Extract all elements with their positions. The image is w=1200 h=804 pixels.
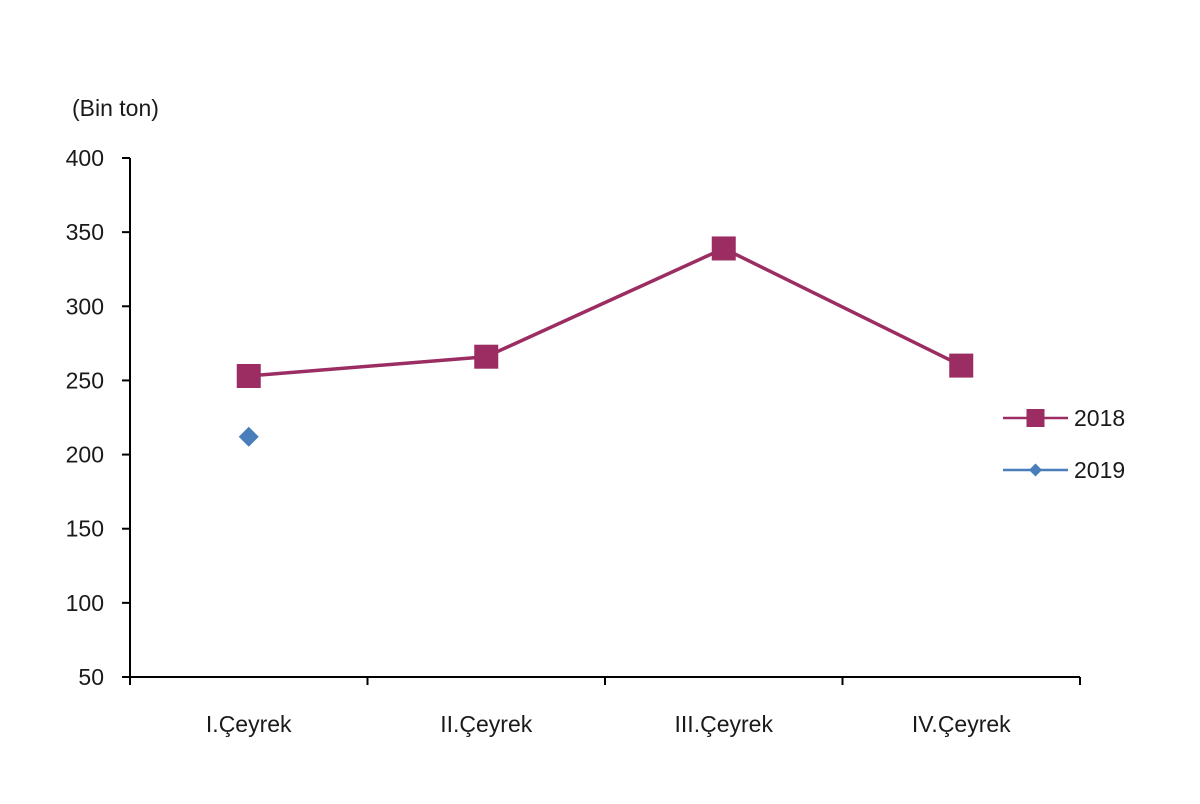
x-tick-label: III.Çeyrek bbox=[675, 711, 774, 737]
legend-item: 2019 bbox=[1003, 457, 1125, 483]
y-tick-label: 150 bbox=[66, 516, 104, 542]
x-tick-label: I.Çeyrek bbox=[206, 711, 292, 737]
data-point bbox=[238, 426, 259, 447]
y-tick-label: 50 bbox=[78, 664, 104, 690]
legend-label: 2018 bbox=[1074, 405, 1125, 431]
legend-marker bbox=[1029, 463, 1042, 477]
y-unit-label: (Bin ton) bbox=[72, 95, 159, 121]
legend-label: 2019 bbox=[1074, 457, 1125, 483]
legend-item: 2018 bbox=[1003, 405, 1125, 431]
data-point bbox=[949, 353, 974, 378]
y-tick-label: 250 bbox=[66, 367, 104, 393]
y-tick-label: 400 bbox=[66, 145, 104, 171]
x-tick-label: II.Çeyrek bbox=[440, 711, 533, 737]
legend: 2018 2019 bbox=[1003, 405, 1125, 483]
series-2019 bbox=[238, 426, 259, 447]
x-tick-label: IV.Çeyrek bbox=[912, 711, 1011, 737]
data-point bbox=[474, 344, 499, 369]
y-axis: 50 100 150 200 250 300 350 400 bbox=[66, 145, 131, 690]
data-point bbox=[236, 363, 261, 388]
series-2018 bbox=[236, 236, 974, 388]
data-point bbox=[711, 236, 736, 261]
y-tick-label: 200 bbox=[66, 442, 104, 468]
legend-marker bbox=[1026, 409, 1045, 427]
series-layer bbox=[236, 236, 974, 447]
y-tick-label: 100 bbox=[66, 590, 104, 616]
x-axis: I.Çeyrek II.Çeyrek III.Çeyrek IV.Çeyrek bbox=[129, 676, 1081, 737]
y-tick-label: 350 bbox=[66, 219, 104, 245]
series-line bbox=[248, 246, 963, 378]
y-tick-label: 300 bbox=[66, 293, 104, 319]
